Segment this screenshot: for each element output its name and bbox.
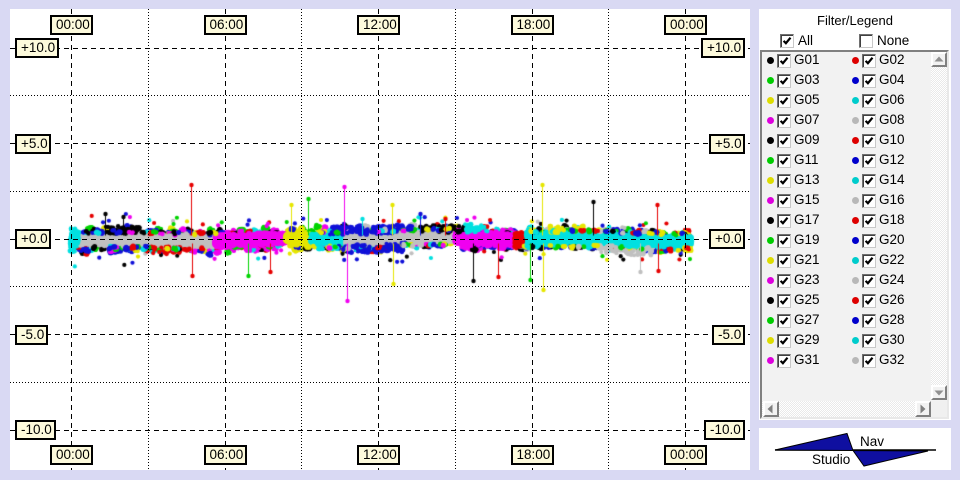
svg-text:Nav: Nav xyxy=(860,434,884,449)
svg-text:Studio: Studio xyxy=(812,452,850,467)
